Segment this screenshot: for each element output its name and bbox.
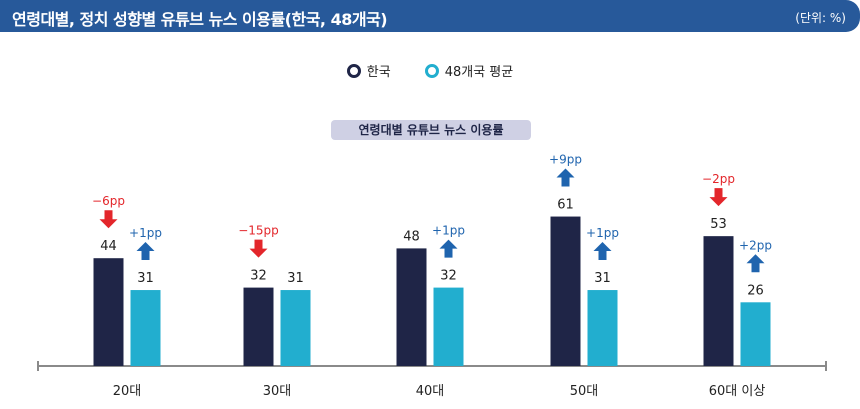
chart-main-title: 연령대별, 정치 성향별 유튜브 뉴스 이용률(한국, 48개국) (12, 10, 388, 29)
down-arrow-icon-0-0 (99, 210, 118, 229)
bar-korea-0 (93, 258, 124, 366)
value-label-korea-2: 48 (403, 229, 420, 244)
category-label-4: 60대 이상 (709, 384, 766, 399)
change-label-korea-1: −15pp (238, 224, 279, 238)
change-label-average-4: +2pp (739, 238, 772, 252)
unit-label: (단위: %) (795, 11, 846, 25)
change-label-korea-0: −6pp (92, 194, 125, 208)
legend-label-average: 48개국 평균 (444, 65, 514, 80)
bar-average-3 (587, 290, 618, 366)
up-arrow-icon-1-4 (746, 254, 765, 273)
category-label-3: 50대 (570, 384, 599, 399)
up-arrow-icon-1-2 (439, 239, 458, 258)
bar-korea-2 (396, 248, 427, 366)
change-label-korea-4: −2pp (702, 172, 735, 186)
legend-item-korea: 한국 (346, 61, 391, 80)
value-label-korea-1: 32 (250, 269, 267, 284)
category-label-0: 20대 (113, 384, 142, 399)
legend: 한국 48개국 평균 (0, 61, 860, 80)
bar-korea-1 (243, 287, 274, 366)
legend-label-korea: 한국 (366, 65, 391, 80)
value-label-korea-4: 53 (710, 217, 727, 232)
category-label-1: 30대 (263, 384, 292, 399)
value-label-average-2: 32 (440, 269, 457, 284)
bar-average-4 (740, 302, 771, 366)
title-bar: 연령대별, 정치 성향별 유튜브 뉴스 이용률(한국, 48개국) (단위: %… (0, 0, 860, 32)
down-arrow-icon-0-1 (249, 239, 268, 258)
bar-average-1 (280, 290, 311, 366)
legend-marker-average-icon (424, 63, 439, 78)
legend-item-average: 48개국 평균 (424, 61, 514, 80)
category-label-2: 40대 (416, 384, 445, 399)
legend-marker-korea-icon (346, 63, 361, 78)
value-label-average-1: 31 (287, 271, 304, 286)
up-arrow-icon-0-3 (556, 168, 575, 187)
value-label-average-3: 31 (594, 271, 611, 286)
value-label-average-4: 26 (747, 283, 764, 298)
bar-average-2 (433, 287, 464, 366)
chart-subtitle-pill: 연령대별 유튜브 뉴스 이용률 (331, 120, 531, 140)
change-label-average-0: +1pp (129, 226, 162, 240)
bar-korea-3 (550, 216, 581, 366)
bar-average-0 (130, 290, 161, 366)
up-arrow-icon-1-3 (593, 242, 612, 261)
change-label-average-2: +1pp (432, 224, 465, 238)
bar-korea-4 (703, 236, 734, 366)
value-label-korea-3: 61 (557, 198, 574, 213)
value-label-average-0: 31 (137, 271, 154, 286)
value-label-korea-0: 44 (100, 239, 117, 254)
down-arrow-icon-0-4 (709, 188, 728, 207)
up-arrow-icon-1-0 (136, 242, 155, 261)
change-label-average-3: +1pp (586, 226, 619, 240)
change-label-korea-3: +9pp (549, 153, 582, 167)
